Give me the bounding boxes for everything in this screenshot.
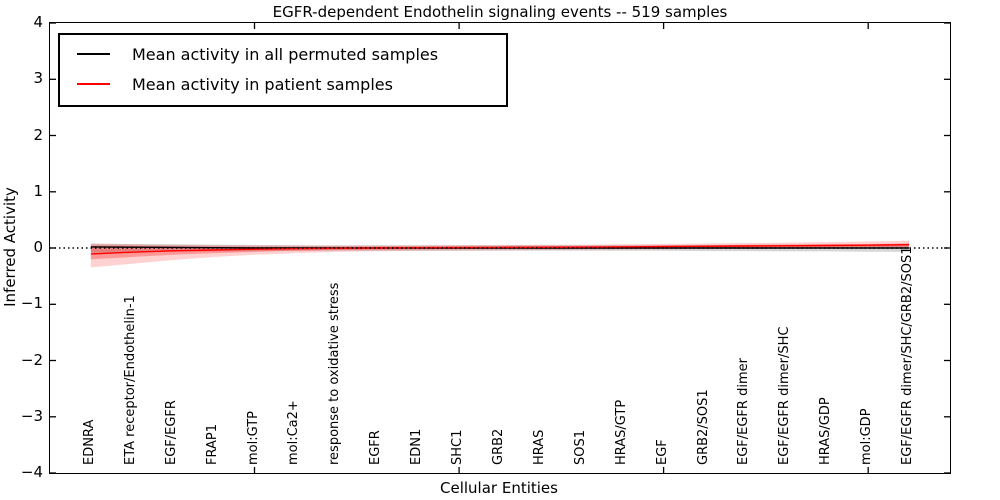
x-category-label: HRAS (531, 429, 547, 465)
legend-item-permuted: Mean activity in all permuted samples (60, 39, 506, 69)
x-category-label: mol:GDP (859, 408, 875, 465)
y-tick-label: 1 (33, 181, 43, 200)
x-category-label: EDNRA (81, 419, 97, 465)
x-category-label: HRAS/GTP (613, 399, 629, 465)
x-axis-label: Cellular Entities (440, 479, 558, 497)
red-line-swatch-icon (77, 83, 110, 85)
x-category-label: mol:Ca2+ (286, 400, 302, 465)
y-tick-label: −1 (20, 294, 43, 313)
x-category-label: SOS1 (572, 429, 588, 465)
x-category-label: HRAS/GDP (818, 397, 834, 465)
x-category-label: EGF (654, 439, 670, 465)
x-category-label: EGF/EGFR dimer (736, 358, 752, 465)
x-category-label: EGF/EGFR dimer/SHC/GRB2/SOS1 (900, 246, 916, 466)
x-category-label: FRAP1 (204, 424, 220, 465)
chart-svg (50, 23, 950, 473)
legend-item-patient: Mean activity in patient samples (60, 69, 506, 99)
y-tick-label: 4 (33, 13, 43, 31)
legend-label: Mean activity in all permuted samples (132, 44, 439, 64)
chart-title: EGFR-dependent Endothelin signaling even… (272, 3, 728, 21)
x-category-label: mol:GTP (245, 411, 261, 465)
x-category-label: GRB2/SOS1 (695, 389, 711, 465)
legend-label: Mean activity in patient samples (132, 74, 393, 94)
y-tick-label: −4 (20, 463, 43, 481)
y-tick-label: −2 (20, 350, 43, 369)
x-category-label: EDN1 (409, 428, 425, 465)
x-category-label: GRB2 (491, 428, 506, 465)
x-category-label: response to oxidative stress (327, 282, 343, 465)
x-category-label: EGF/EGFR (163, 400, 179, 465)
x-category-label: EGF/EGFR dimer/SHC (777, 326, 793, 465)
x-category-label: SHC1 (450, 429, 466, 465)
x-category-label: ETA receptor/Endothelin-1 (122, 295, 138, 465)
x-category-label: EGFR (368, 430, 384, 465)
y-tick-label: −3 (20, 406, 43, 425)
y-tick-label: 3 (33, 69, 43, 88)
y-tick-label: 0 (33, 238, 43, 256)
legend: Mean activity in all permuted samples Me… (58, 33, 508, 107)
black-line-swatch-icon (77, 53, 110, 55)
y-tick-label: 2 (33, 125, 43, 144)
plot-area: Mean activity in all permuted samples Me… (49, 22, 951, 474)
